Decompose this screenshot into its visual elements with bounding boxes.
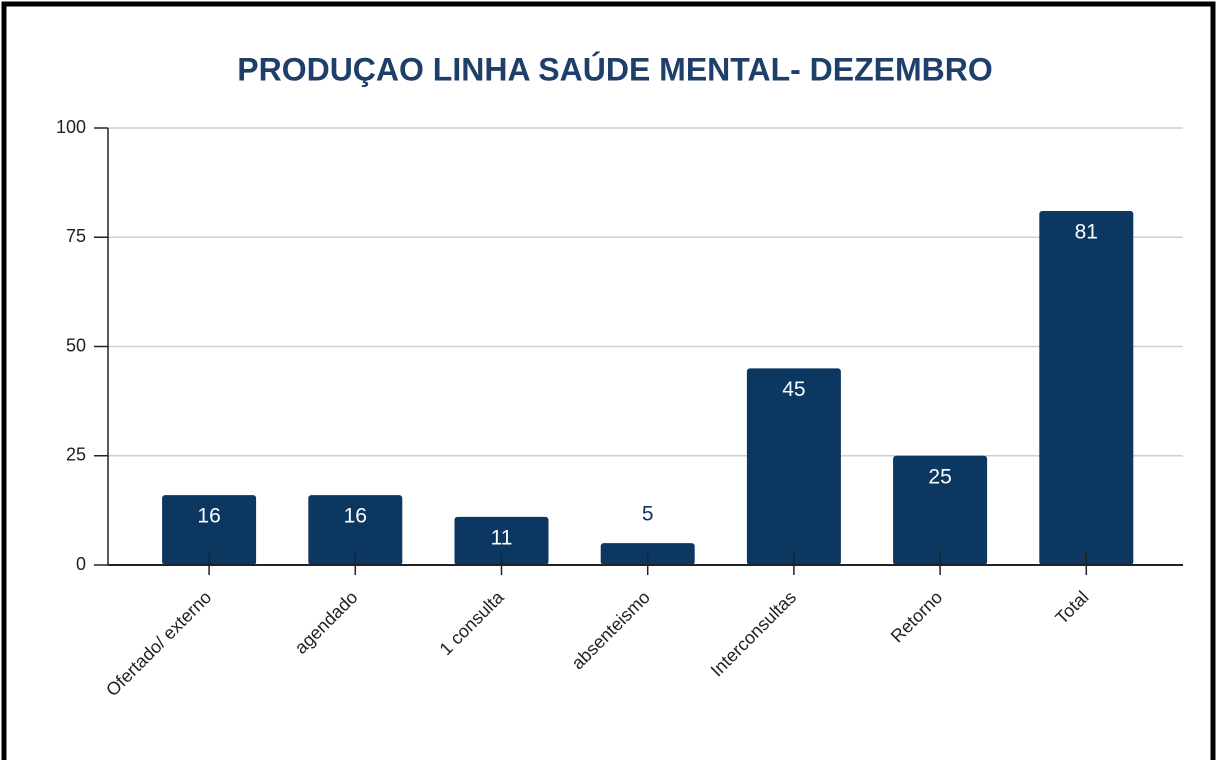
y-tick-label: 25 (66, 445, 86, 465)
x-tick-label: agendado (291, 587, 362, 658)
x-tick-label: 1 consulta (436, 586, 509, 659)
data-label: 25 (928, 465, 951, 488)
x-tick-label: Total (1051, 587, 1092, 628)
bar (746, 368, 841, 565)
bar (162, 495, 257, 565)
bar (1039, 211, 1134, 565)
data-label: 45 (782, 378, 805, 401)
y-tick-label: 50 (66, 335, 86, 355)
bar (893, 455, 988, 565)
data-label: 16 (344, 505, 367, 528)
x-tick-label: Interconsultas (707, 587, 800, 680)
y-tick-label: 100 (56, 117, 86, 137)
data-label: 11 (491, 526, 513, 549)
bar (454, 516, 549, 565)
y-tick-label: 75 (66, 226, 86, 246)
chart-title: PRODUÇAO LINHA SAÚDE MENTAL- DEZEMBRO (237, 51, 993, 87)
x-tick-label: absenteismo (568, 587, 654, 673)
data-label: 5 (642, 503, 654, 526)
x-tick-label: Ofertado/ externo (102, 587, 215, 700)
bar (308, 495, 403, 565)
y-tick-label: 0 (76, 554, 86, 574)
data-label: 16 (197, 505, 220, 528)
x-tick-label: Retorno (887, 587, 946, 646)
data-label: 81 (1075, 221, 1098, 244)
